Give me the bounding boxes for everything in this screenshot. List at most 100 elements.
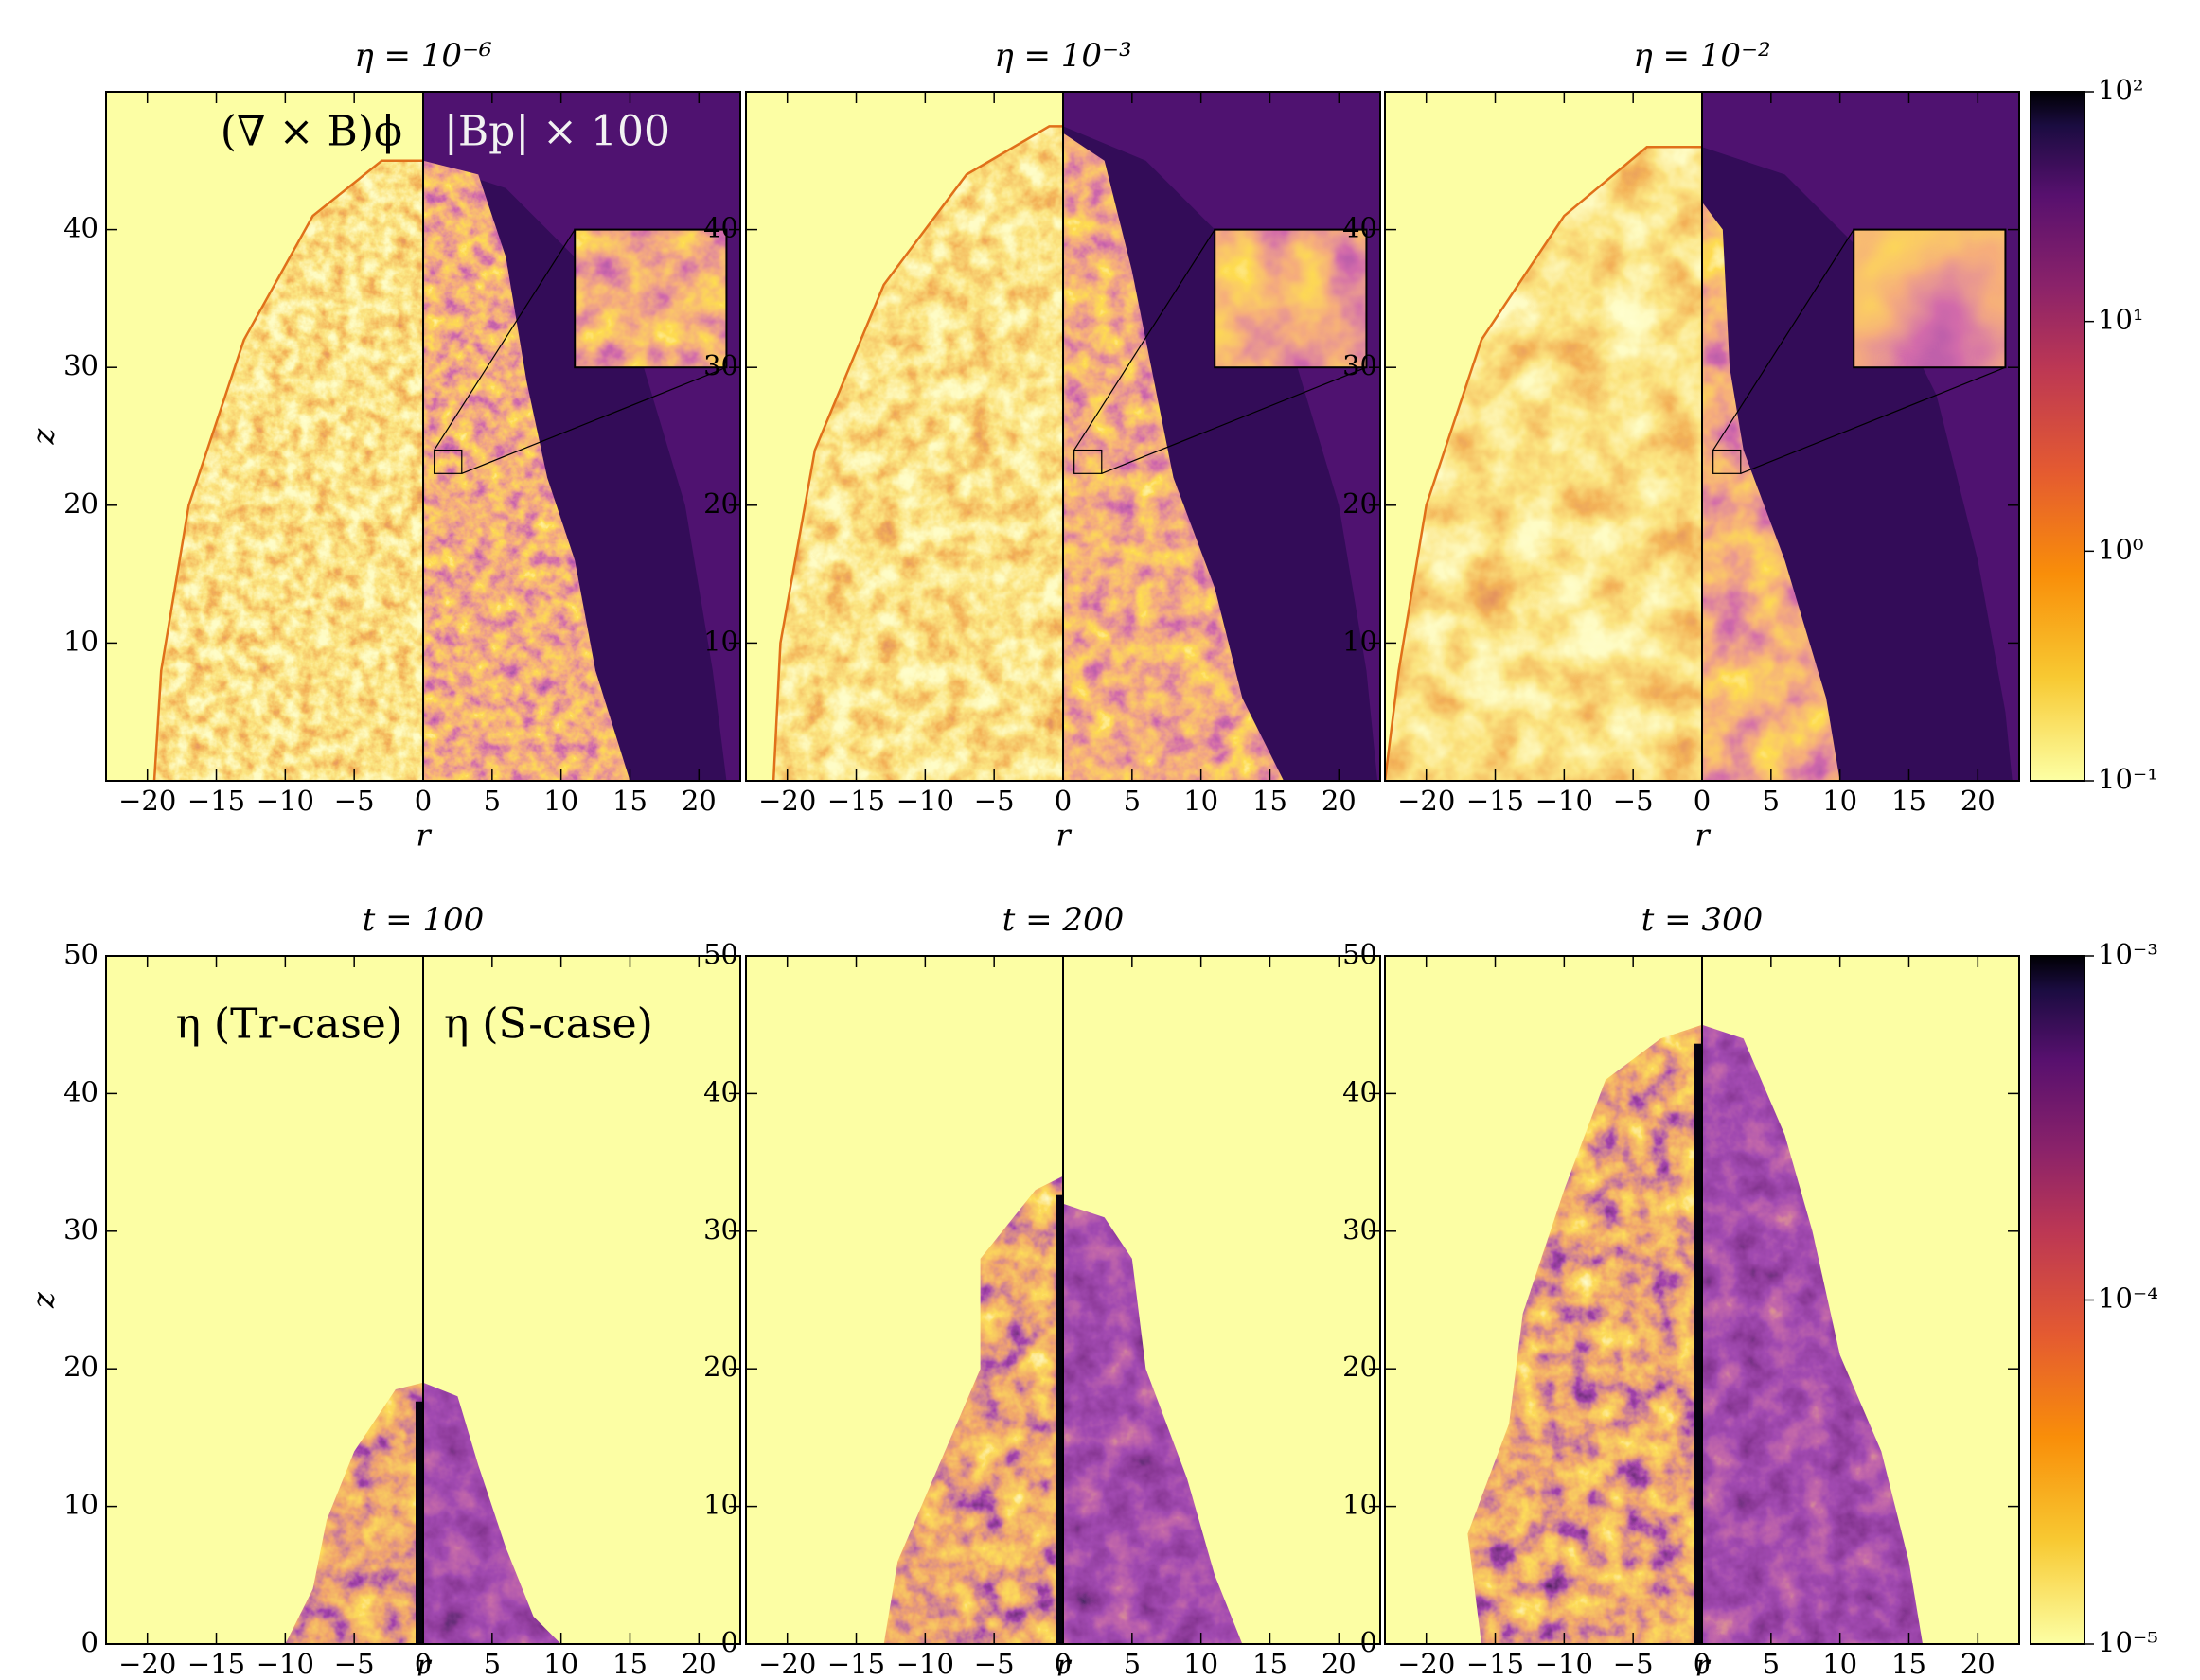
x-tick-label: 0 <box>415 785 432 817</box>
x-tick-label: −10 <box>1535 1648 1593 1680</box>
y-tick-label: 30 <box>63 1213 98 1246</box>
x-tick-label: −20 <box>758 1648 816 1680</box>
x-tick-label: 20 <box>1960 1648 1996 1680</box>
x-tick-label: 20 <box>682 785 717 817</box>
x-tick-label: 10 <box>543 785 578 817</box>
y-tick-label: 20 <box>703 487 738 520</box>
x-axis-label: r <box>1056 818 1072 854</box>
x-tick-label: −20 <box>118 1648 176 1680</box>
panel-title: η = 10⁻² <box>1633 37 1770 75</box>
x-tick-label: 5 <box>1124 1648 1141 1680</box>
colorbar-tick-label: 10⁻¹ <box>2098 763 2158 795</box>
x-tick-label: 10 <box>543 1648 578 1680</box>
y-tick-label: 50 <box>63 938 98 970</box>
x-tick-label: 15 <box>612 1648 648 1680</box>
colorbar-tick-label: 10¹ <box>2098 304 2144 336</box>
x-tick-label: 20 <box>682 1648 717 1680</box>
colorbar-tick-label: 10² <box>2098 74 2144 106</box>
x-axis-label: r <box>416 1648 432 1680</box>
y-tick-label: 30 <box>703 1213 738 1246</box>
panel-title: t = 300 <box>1641 901 1764 939</box>
axis-core <box>1056 1195 1063 1644</box>
x-tick-label: −15 <box>827 1648 885 1680</box>
colorbar-gradient <box>2031 92 2085 781</box>
x-tick-label: 10 <box>1822 1648 1857 1680</box>
x-tick-label: −5 <box>334 785 375 817</box>
x-tick-label: −10 <box>257 1648 314 1680</box>
x-tick-label: 0 <box>1055 785 1072 817</box>
colorbar-tick-label: 10⁻⁵ <box>2098 1626 2158 1658</box>
y-tick-label: 40 <box>63 212 98 244</box>
colorbar: 10⁻¹ 10⁰ 10¹ 10² <box>2031 74 2158 795</box>
inset-image <box>1854 230 2005 368</box>
y-tick-label: 0 <box>81 1626 98 1658</box>
panel-title: η = 10⁻⁶ <box>354 37 491 75</box>
x-axis-label: r <box>1694 1648 1711 1680</box>
y-tick-label: 10 <box>63 1489 98 1521</box>
y-tick-label: 40 <box>703 212 738 244</box>
y-tick-label: 40 <box>703 1075 738 1107</box>
axis-core <box>416 1402 423 1644</box>
x-axis-label: r <box>1694 818 1711 854</box>
colorbar-tick-label: 10⁰ <box>2098 533 2144 565</box>
x-tick-label: 5 <box>1763 1648 1780 1680</box>
axis-core <box>1694 1044 1702 1644</box>
x-tick-label: −20 <box>1397 785 1455 817</box>
x-tick-label: −15 <box>1466 1648 1524 1680</box>
y-tick-label: 10 <box>1342 625 1377 657</box>
y-tick-label: 20 <box>1342 487 1377 520</box>
panel: −20−15−10−50510152010203040η = 10⁻³r <box>703 37 1380 854</box>
x-tick-label: −15 <box>1466 785 1524 817</box>
y-tick-label: 10 <box>703 625 738 657</box>
colorbar-tick-label: 10⁻³ <box>2098 938 2158 970</box>
x-tick-label: −5 <box>1613 785 1654 817</box>
x-tick-label: −10 <box>1535 785 1593 817</box>
y-tick-label: 0 <box>1360 1626 1377 1658</box>
y-tick-label: 20 <box>703 1351 738 1383</box>
y-tick-label: 20 <box>1342 1351 1377 1383</box>
x-tick-label: −20 <box>758 785 816 817</box>
x-tick-label: −15 <box>827 785 885 817</box>
x-tick-label: −20 <box>118 785 176 817</box>
annotation: (∇ × B)ϕ <box>221 108 402 156</box>
panel-title: η = 10⁻³ <box>994 37 1131 75</box>
panel-title: t = 200 <box>1002 901 1125 939</box>
panel: −20−15−10−50510152010203040η = 10⁻⁶rz(∇ … <box>26 37 741 854</box>
x-tick-label: 15 <box>612 785 648 817</box>
x-tick-label: −5 <box>334 1648 375 1680</box>
y-tick-label: 50 <box>1342 938 1377 970</box>
x-axis-label: r <box>416 818 432 854</box>
inset-image <box>575 230 726 368</box>
x-tick-label: −20 <box>1397 1648 1455 1680</box>
y-axis-label: z <box>26 1291 62 1309</box>
x-tick-label: 5 <box>484 1648 501 1680</box>
x-tick-label: 10 <box>1183 785 1218 817</box>
x-tick-label: −10 <box>896 785 954 817</box>
x-tick-label: 5 <box>1124 785 1141 817</box>
x-tick-label: 15 <box>1891 785 1926 817</box>
x-tick-label: 0 <box>1694 785 1711 817</box>
x-tick-label: 5 <box>484 785 501 817</box>
x-tick-label: 5 <box>1763 785 1780 817</box>
y-tick-label: 30 <box>703 349 738 381</box>
x-tick-label: 15 <box>1891 1648 1926 1680</box>
x-tick-label: 20 <box>1322 1648 1357 1680</box>
annotation: η (S-case) <box>444 1000 653 1049</box>
x-tick-label: −5 <box>974 1648 1015 1680</box>
x-tick-label: −15 <box>187 1648 245 1680</box>
y-tick-label: 40 <box>1342 212 1377 244</box>
x-tick-label: −5 <box>974 785 1015 817</box>
x-tick-label: 10 <box>1183 1648 1218 1680</box>
y-tick-label: 30 <box>63 349 98 381</box>
y-tick-label: 20 <box>63 487 98 520</box>
x-tick-label: 20 <box>1322 785 1357 817</box>
colorbar: 10⁻⁵10⁻⁴10⁻³ <box>2031 938 2158 1658</box>
y-tick-label: 40 <box>1342 1075 1377 1107</box>
x-tick-label: −5 <box>1613 1648 1654 1680</box>
x-axis-label: r <box>1056 1648 1072 1680</box>
x-tick-label: 20 <box>1960 785 1996 817</box>
